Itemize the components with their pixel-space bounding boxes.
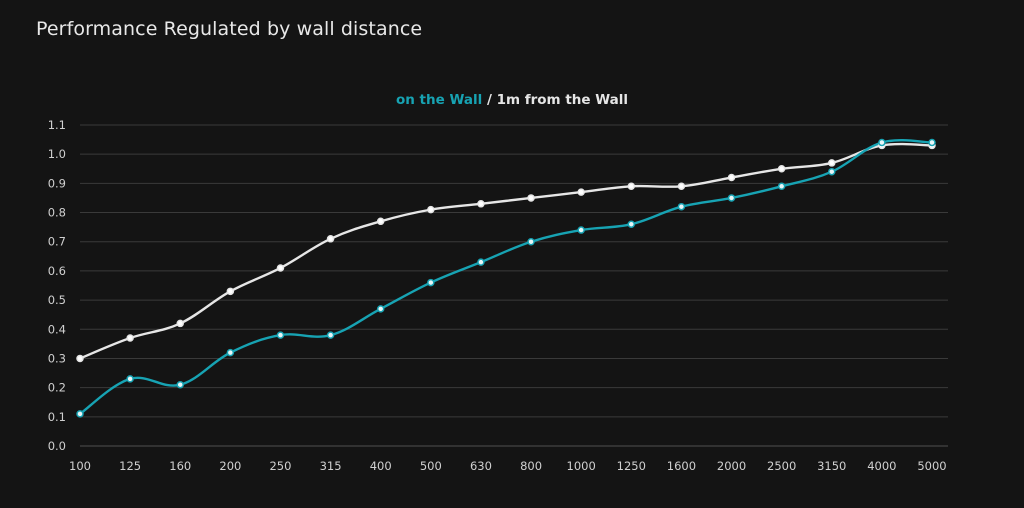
y-tick-label: 0.8 [48, 206, 66, 220]
data-point-1m-from-the-wall[interactable] [677, 182, 686, 191]
data-point-1m-from-the-wall[interactable] [777, 165, 786, 173]
data-point-1m-from-the-wall[interactable] [276, 264, 285, 272]
x-tick-label: 315 [320, 459, 342, 473]
y-tick-label: 1.1 [48, 118, 66, 132]
data-point-on-the-wall[interactable] [376, 305, 385, 313]
x-tick-label: 630 [470, 459, 492, 473]
data-point-1m-from-the-wall[interactable] [527, 194, 535, 202]
data-point-1m-from-the-wall[interactable] [76, 354, 84, 363]
x-tick-label: 400 [370, 459, 392, 473]
grid-lines [80, 124, 948, 447]
data-point-on-the-wall[interactable] [828, 167, 836, 176]
x-tick-label: 2500 [767, 459, 796, 473]
chart-legend: on the Wall / 1m from the Wall [0, 92, 1024, 108]
x-tick-label: 500 [420, 459, 442, 473]
data-point-1m-from-the-wall[interactable] [226, 287, 235, 296]
x-tick-label: 100 [69, 459, 91, 473]
x-tick-label: 125 [119, 459, 141, 473]
x-tick-label: 1250 [617, 459, 646, 473]
x-tick-label: 250 [269, 459, 291, 473]
data-point-on-the-wall[interactable] [677, 202, 686, 211]
data-point-1m-from-the-wall[interactable] [126, 334, 134, 342]
x-axis-ticks: 100 125 160 200 250 315 400 500 630 800 1000 1250 16… [69, 459, 947, 473]
data-point-1m-from-the-wall[interactable] [376, 217, 385, 226]
data-point-on-the-wall[interactable] [477, 258, 485, 266]
legend-separator: / [486, 92, 492, 108]
x-tick-label: 1000 [567, 459, 596, 473]
data-point-on-the-wall[interactable] [427, 278, 435, 287]
y-tick-label: 0.4 [48, 322, 66, 336]
legend-item-on-the-wall[interactable]: on the Wall [395, 92, 483, 108]
data-point-1m-from-the-wall[interactable] [176, 319, 184, 328]
data-point-on-the-wall[interactable] [627, 220, 636, 228]
data-point-on-the-wall[interactable] [577, 226, 585, 234]
y-tick-label: 0.6 [48, 264, 66, 278]
data-point-on-the-wall[interactable] [226, 348, 235, 357]
x-tick-label: 2000 [717, 459, 746, 473]
x-tick-label: 200 [219, 459, 241, 473]
data-point-on-the-wall[interactable] [326, 331, 335, 339]
data-point-1m-from-the-wall[interactable] [627, 182, 636, 191]
data-point-1m-from-the-wall[interactable] [577, 188, 585, 196]
series-points [76, 138, 936, 418]
data-point-on-the-wall[interactable] [928, 138, 936, 147]
series-line-1m-from-the-wall [78, 142, 934, 360]
data-point-on-the-wall[interactable] [176, 380, 184, 389]
data-point-1m-from-the-wall[interactable] [326, 235, 335, 243]
x-tick-label: 800 [520, 459, 542, 473]
data-point-on-the-wall[interactable] [76, 410, 84, 418]
data-point-on-the-wall[interactable] [126, 375, 134, 383]
x-tick-label: 4000 [867, 459, 896, 473]
y-tick-label: 0.7 [48, 235, 66, 249]
y-tick-label: 1.0 [48, 147, 66, 161]
data-point-on-the-wall[interactable] [276, 331, 285, 339]
y-tick-label: 0.0 [48, 439, 66, 453]
x-tick-label: 3150 [817, 459, 846, 473]
y-tick-label: 0.1 [48, 410, 66, 424]
series-lines [78, 139, 934, 416]
y-tick-label: 0.5 [48, 293, 66, 307]
page-title: Performance Regulated by wall distance [36, 18, 423, 40]
x-tick-label: 1600 [667, 459, 696, 473]
series-line-on-the-wall [78, 139, 934, 416]
data-point-on-the-wall[interactable] [527, 237, 535, 246]
y-axis-ticks: 0.0 0.1 0.2 0.3 0.4 0.5 0.6 0.7 0.8 0.9 1.0 1.1 [48, 118, 66, 453]
y-tick-label: 0.2 [48, 381, 66, 395]
y-tick-label: 0.3 [48, 351, 66, 365]
y-tick-label: 0.9 [48, 176, 66, 190]
data-point-1m-from-the-wall[interactable] [427, 205, 435, 214]
data-point-1m-from-the-wall[interactable] [727, 173, 736, 182]
data-point-on-the-wall[interactable] [727, 194, 736, 202]
data-point-on-the-wall[interactable] [777, 182, 786, 191]
data-point-1m-from-the-wall[interactable] [828, 159, 836, 167]
legend-item-1m-from-the-wall[interactable]: 1m from the Wall [496, 92, 629, 108]
x-tick-label: 5000 [917, 459, 946, 473]
x-tick-label: 160 [169, 459, 191, 473]
data-point-on-the-wall[interactable] [878, 138, 886, 147]
data-point-1m-from-the-wall[interactable] [477, 200, 485, 208]
